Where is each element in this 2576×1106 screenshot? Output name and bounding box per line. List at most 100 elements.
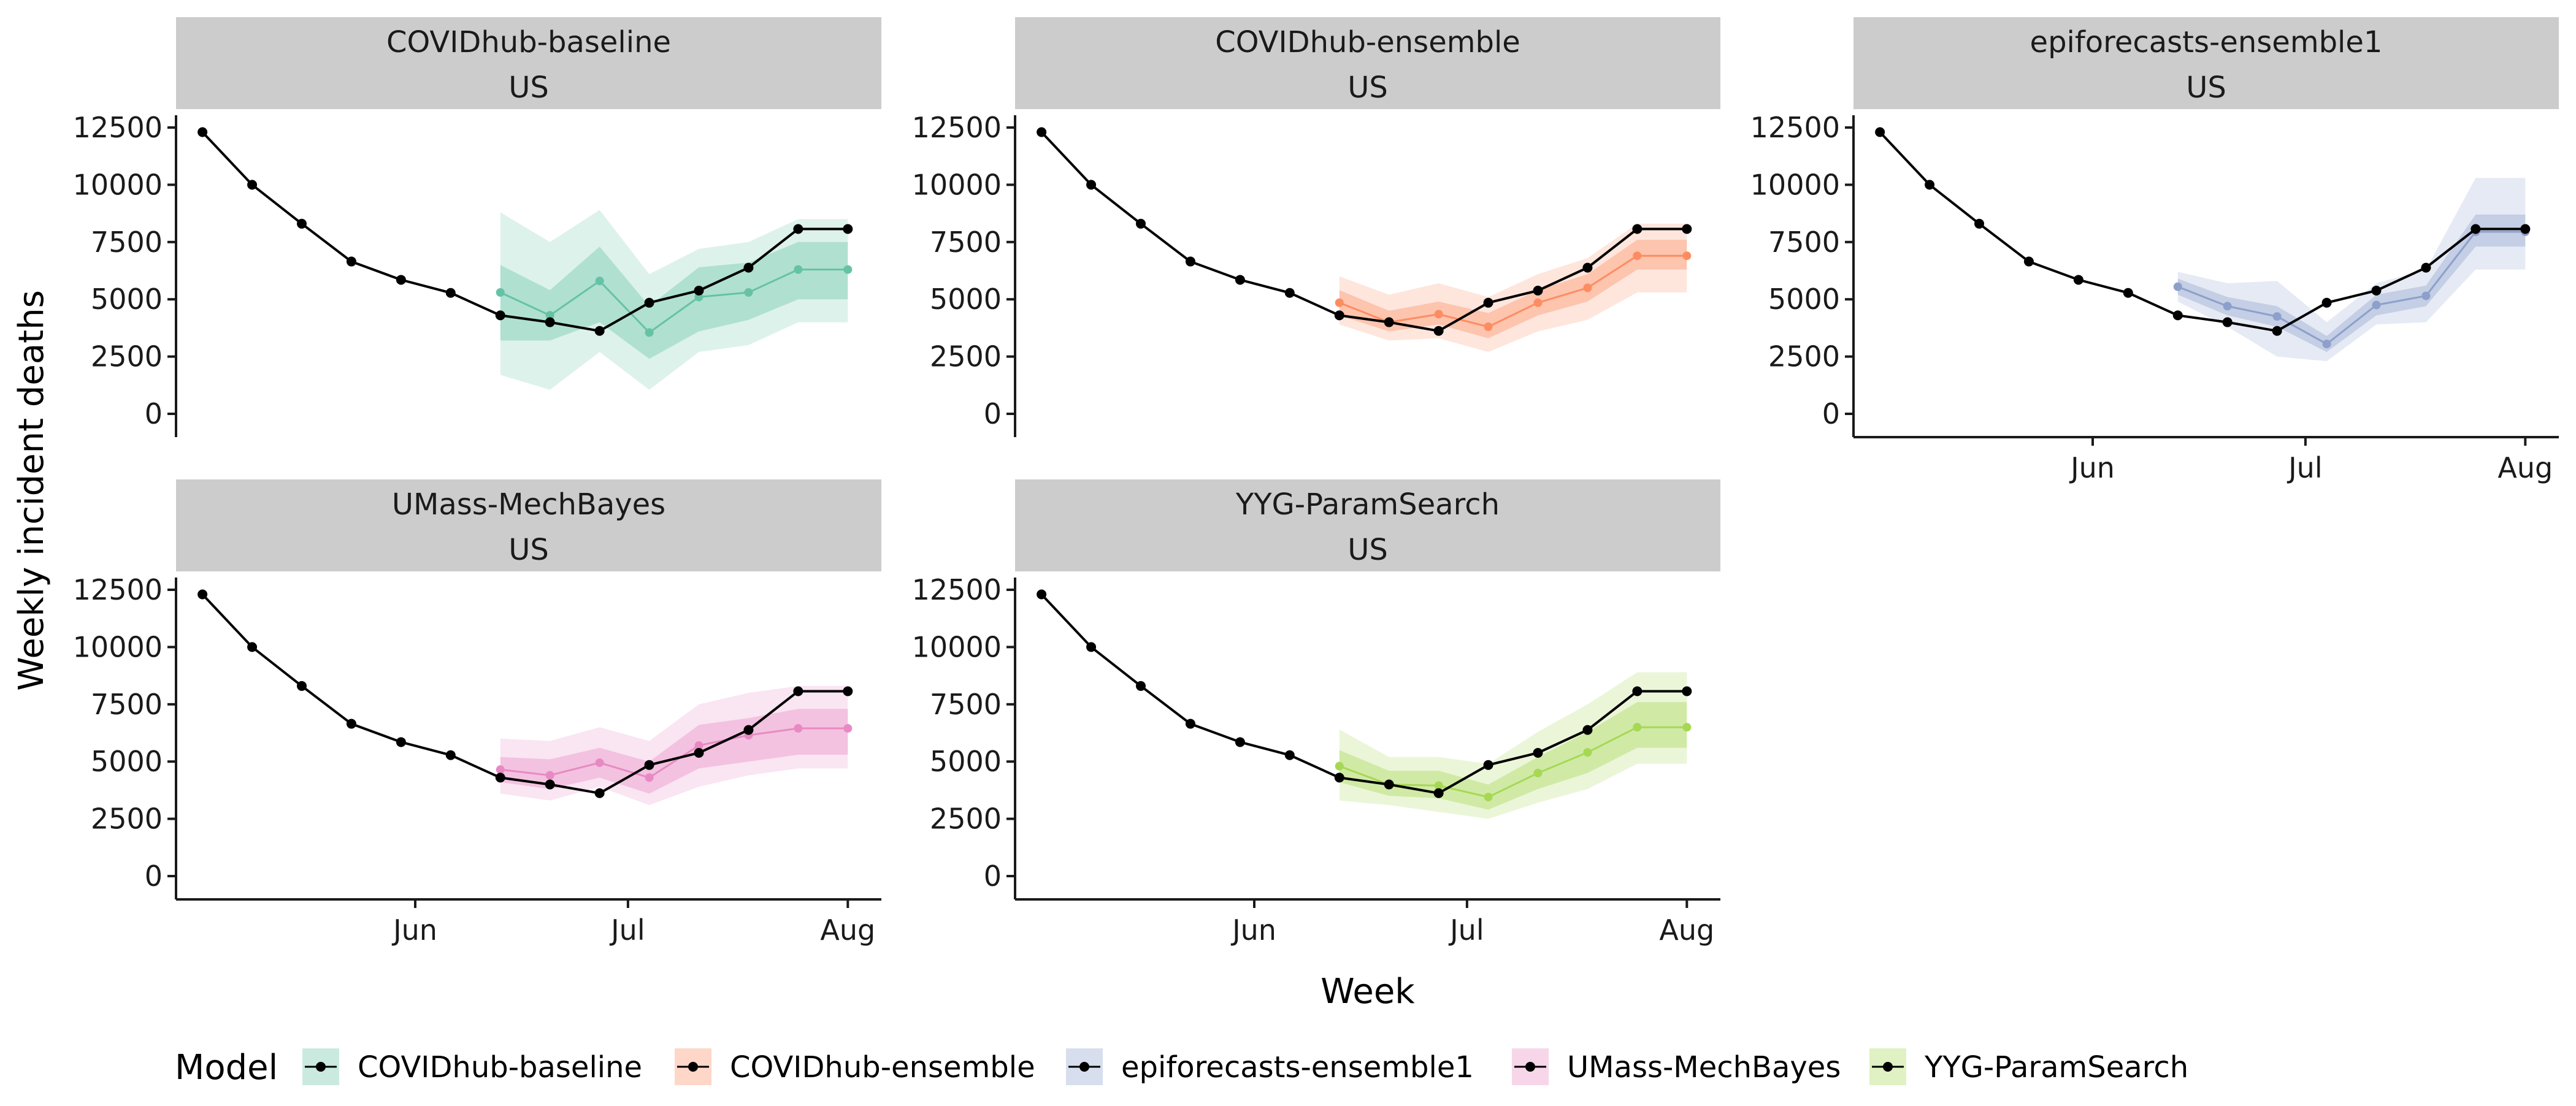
y-tick-label: 5000 [930, 745, 1002, 778]
facet-strip-4 [1015, 479, 1720, 571]
forecast-median-point [1484, 793, 1493, 802]
y-tick-label: 12500 [912, 111, 1002, 144]
forecast-median-point [545, 771, 554, 780]
observed-point [644, 760, 654, 770]
forecast-median-point [595, 276, 604, 286]
observed-point [197, 127, 208, 137]
y-tick-label: 10000 [73, 630, 163, 663]
forecast-median-point [1682, 723, 1692, 732]
observed-point [644, 297, 654, 308]
observed-point [346, 719, 356, 729]
forecast-median-point [2272, 312, 2282, 321]
observed-point [1875, 127, 1885, 137]
observed-point [1185, 719, 1195, 729]
forecast-median-point [794, 265, 803, 274]
y-tick-label: 7500 [1768, 226, 1840, 259]
observed-point [1136, 681, 1146, 691]
observed-point [2123, 288, 2133, 298]
observed-point [545, 317, 555, 327]
observed-point [1682, 224, 1692, 234]
observed-point [545, 779, 555, 790]
observed-point [2520, 224, 2531, 234]
x-tick-label: Aug [2497, 451, 2553, 484]
forecast-median-point [1633, 723, 1642, 732]
forecast-median-point [595, 758, 604, 768]
forecast-median-point [1434, 781, 1443, 790]
observed-point [346, 256, 356, 267]
forecast-median-point [1335, 298, 1344, 307]
forecast-median-point [1434, 310, 1443, 319]
facet-strip-3 [176, 479, 881, 571]
facet-strip-location-label: US [508, 533, 549, 567]
legend-key-point [688, 1062, 698, 1072]
observed-point [445, 288, 456, 298]
facet-strip-model-label: COVIDhub-baseline [386, 25, 671, 59]
forecast-median-point [1335, 761, 1344, 771]
forecast-inner-interval [2177, 215, 2526, 353]
legend-key-point [316, 1062, 326, 1072]
observed-point [495, 310, 505, 321]
observed-point [843, 686, 853, 696]
observed-point [1533, 286, 1543, 296]
forecast-median-line [1339, 254, 1687, 328]
observed-point [495, 772, 505, 783]
forecast-median-point [1583, 283, 1592, 292]
forecast-median-point [694, 741, 703, 750]
legend-key-point [1525, 1062, 1535, 1072]
y-tick-label: 0 [984, 397, 1002, 430]
forecast-median-point [1633, 251, 1642, 261]
legend-item-label: UMass-MechBayes [1567, 1050, 1841, 1085]
legend-key-point [1079, 1062, 1089, 1072]
facet-strip-model-label: COVIDhub-ensemble [1215, 25, 1520, 59]
observed-point [694, 748, 704, 758]
y-tick-label: 7500 [930, 688, 1002, 721]
y-tick-label: 5000 [91, 745, 163, 778]
observed-point [1235, 737, 1245, 747]
forecast-inner-interval [500, 709, 848, 794]
y-tick-label: 5000 [1768, 283, 1840, 316]
y-tick-label: 2500 [930, 803, 1002, 836]
y-tick-label: 12500 [912, 573, 1002, 606]
observed-line [1879, 131, 2526, 332]
x-tick-label: Aug [820, 913, 875, 947]
forecast-median-point [545, 311, 554, 320]
observed-point [843, 224, 853, 234]
forecast-median-point [1533, 298, 1543, 307]
x-tick-label: Jun [391, 913, 437, 947]
observed-point [1334, 310, 1344, 321]
facet-strip-location-label: US [1347, 533, 1388, 567]
y-tick-label: 0 [1822, 397, 1840, 430]
y-tick-label: 12500 [1750, 111, 1840, 144]
observed-point [1037, 127, 1047, 137]
observed-line [1040, 593, 1687, 795]
y-tick-label: 12500 [73, 573, 163, 606]
observed-point [2371, 286, 2382, 296]
facet-strip-location-label: US [508, 71, 549, 105]
observed-point [1582, 262, 1593, 273]
observed-point [2172, 310, 2183, 321]
y-tick-label: 5000 [91, 283, 163, 316]
x-tick-label: Jul [2287, 451, 2323, 484]
forecast-outer-interval [500, 685, 848, 806]
observed-line [201, 131, 848, 332]
forecast-median-point [1682, 251, 1692, 261]
y-tick-label: 10000 [73, 168, 163, 201]
legend-title: Model [175, 1048, 278, 1088]
y-tick-label: 7500 [930, 226, 1002, 259]
y-tick-label: 7500 [91, 226, 163, 259]
observed-point [1682, 686, 1692, 696]
y-tick-label: 10000 [912, 630, 1002, 663]
facet-strip-2 [1853, 17, 2559, 109]
forecast-median-point [2372, 300, 2381, 310]
observed-point [2321, 297, 2332, 308]
observed-point [445, 750, 456, 760]
observed-point [1086, 180, 1097, 190]
x-tick-label: Aug [1659, 913, 1714, 947]
forecast-median-point [645, 328, 654, 337]
observed-point [1384, 317, 1394, 327]
x-tick-label: Jun [2069, 451, 2115, 484]
observed-point [2222, 317, 2233, 327]
forecast-median-line [2177, 231, 2526, 345]
forecast-median-line [500, 727, 848, 779]
